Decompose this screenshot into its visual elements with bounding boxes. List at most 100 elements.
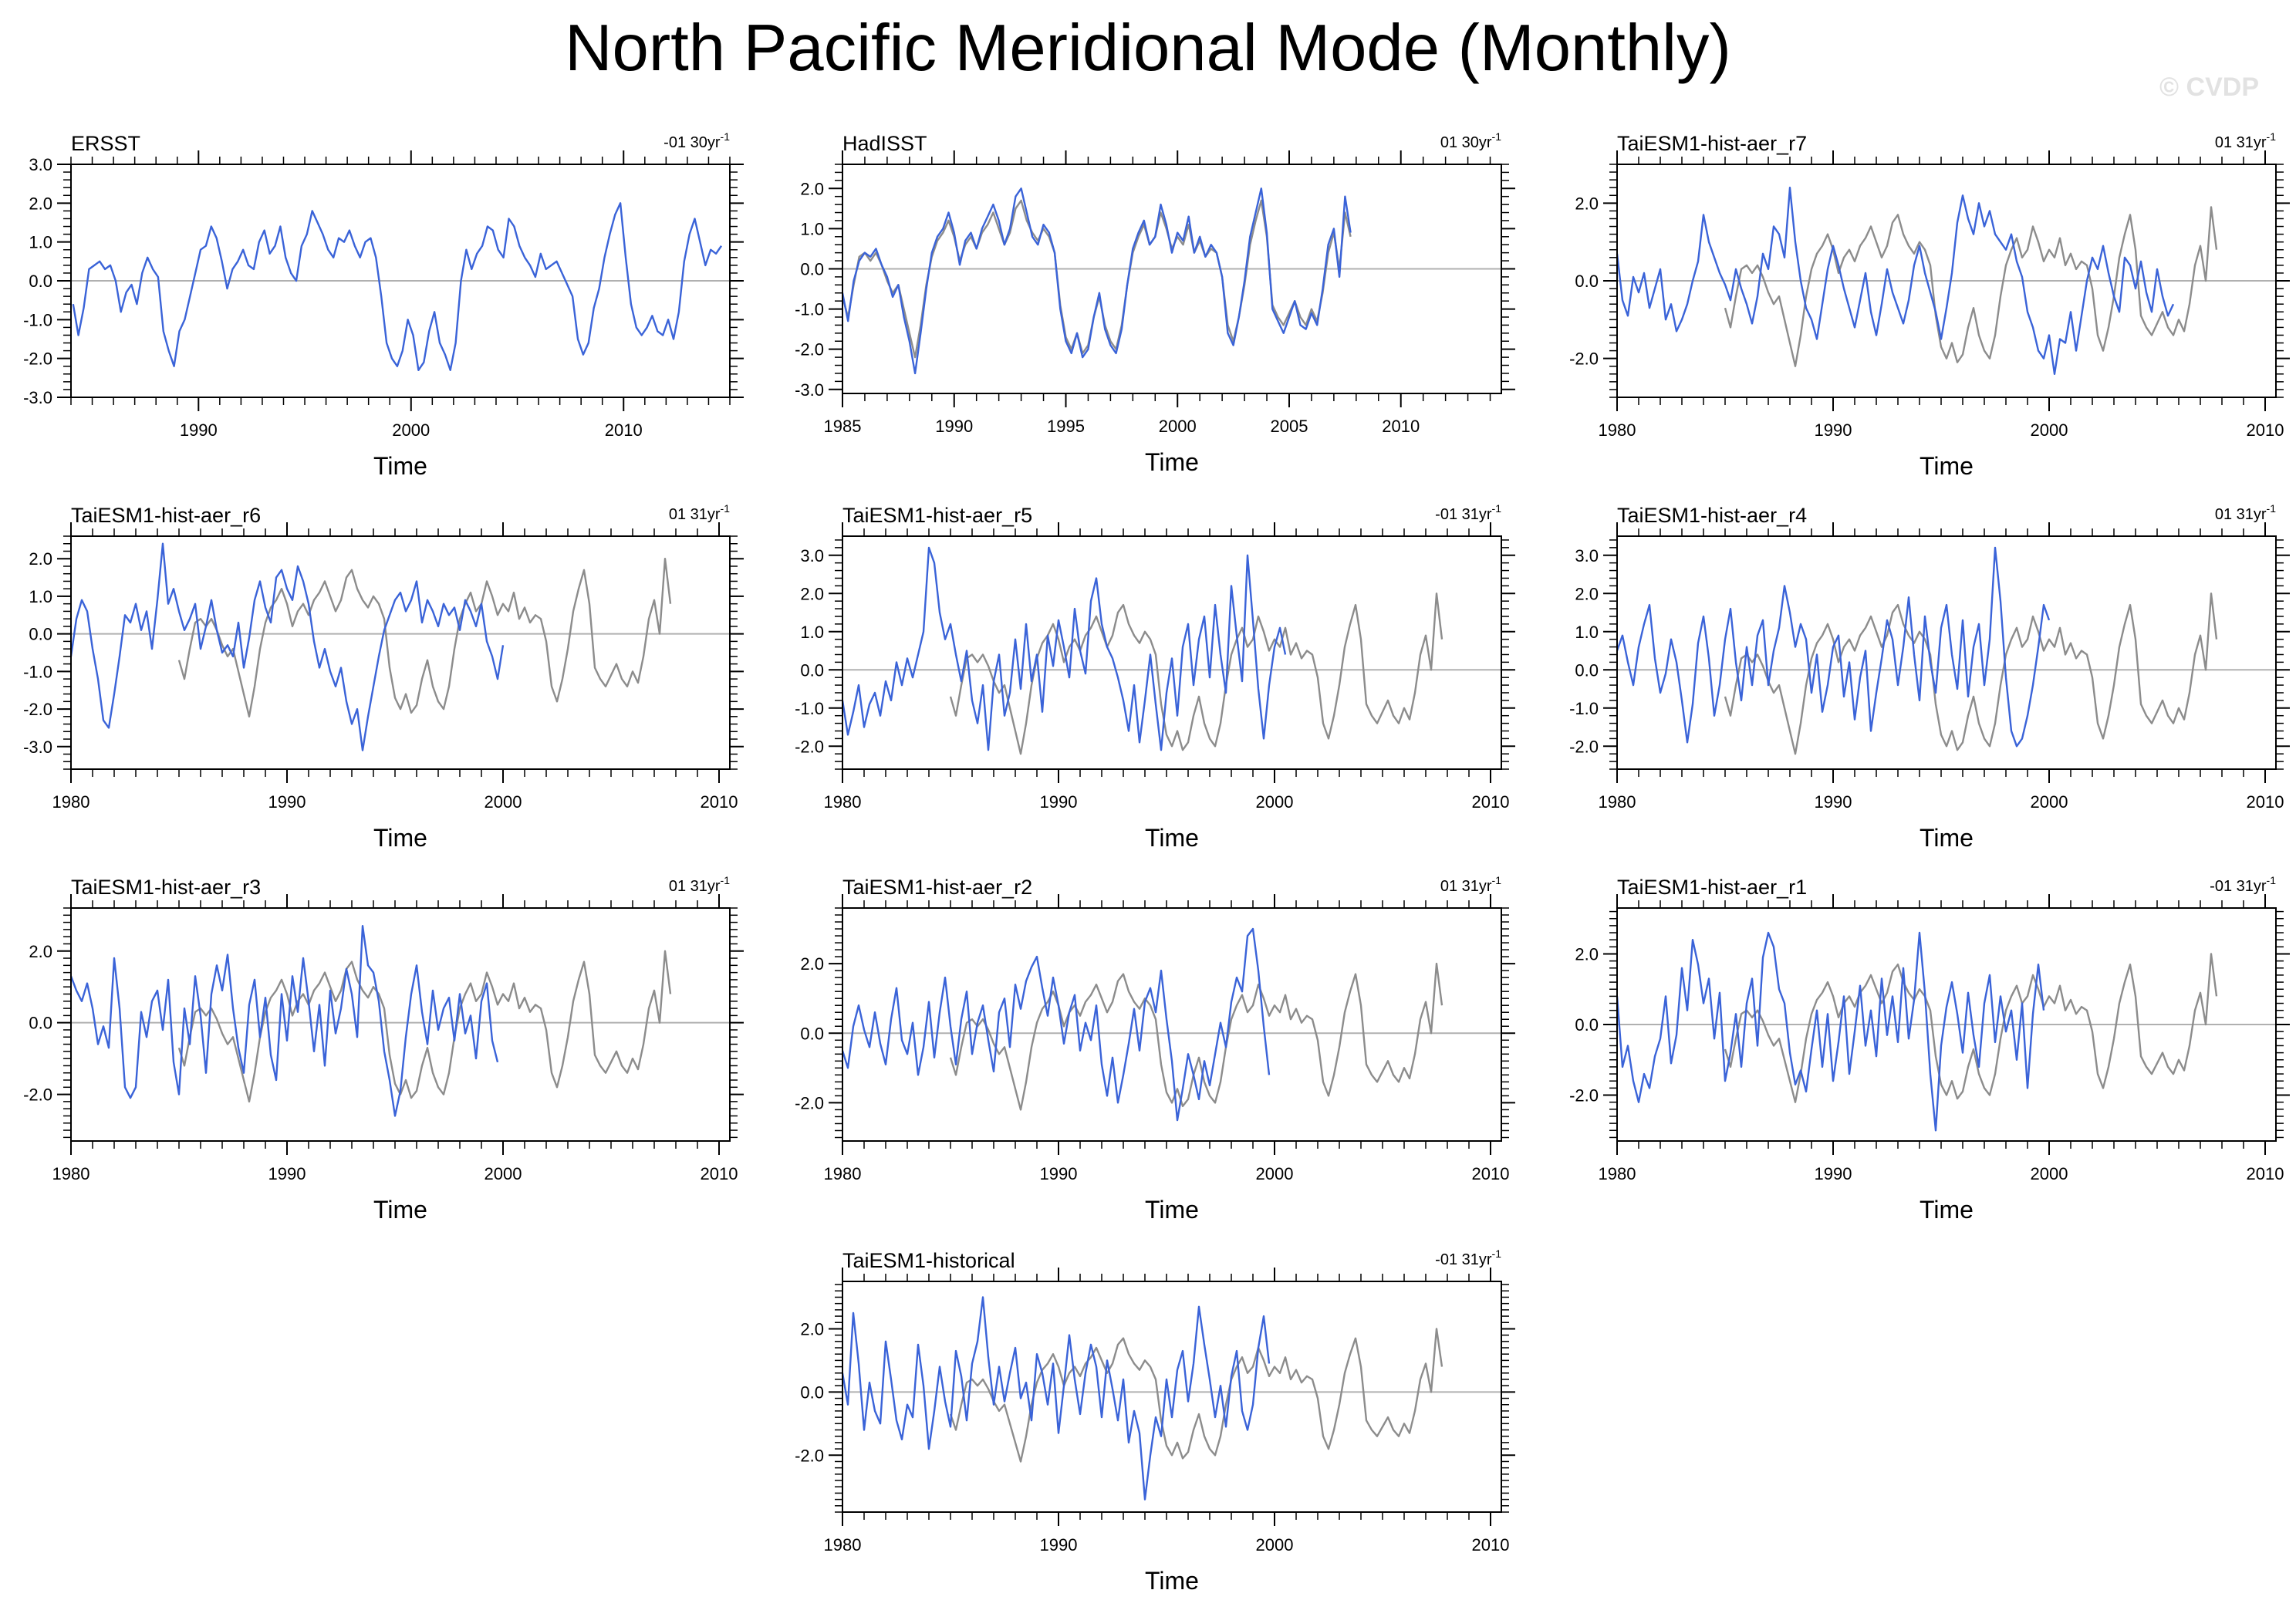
x-axis-label: Time	[373, 1196, 427, 1224]
y-tick-label: -1.0	[23, 310, 52, 329]
panel-taiesm1-hist-aer-r6: TaiESM1-hist-aer_r6 01 31yr-1 2.0 1.0 0.0 -1.…	[23, 502, 744, 852]
panel-title: TaiESM1-historical	[842, 1249, 1015, 1272]
y-tick-label: 0.0	[800, 259, 824, 279]
y-tick-label: -1.0	[1569, 699, 1599, 718]
x-tick-label: 2000	[1256, 792, 1294, 812]
y-tick-label: -2.0	[1569, 1086, 1599, 1106]
trend-label: -01 31yr-1	[2210, 874, 2276, 895]
plot-frame	[1616, 907, 2277, 1142]
y-tick-label: 2.0	[1575, 944, 1599, 964]
y-tick-label: 1.0	[29, 587, 52, 606]
y-tick-label: -2.0	[795, 1446, 824, 1465]
trend-exponent: -1	[1492, 502, 1502, 515]
series-line-ersst	[72, 202, 722, 371]
x-tick-label: 2000	[392, 420, 430, 440]
x-axis-label: Time	[1145, 448, 1199, 476]
series-line-model	[841, 927, 1271, 1122]
x-axis-label: Time	[1920, 452, 1974, 480]
x-tick-label: 1990	[1040, 1535, 1078, 1555]
trend-exponent: -1	[721, 130, 731, 143]
x-tick-label: 1985	[824, 417, 862, 436]
trend-label: -01 31yr-1	[1435, 502, 1501, 523]
y-tick-label: -3.0	[23, 388, 52, 407]
x-axis-label: Time	[373, 452, 427, 480]
y-tick-label: 2.0	[1575, 584, 1599, 603]
x-tick-label: 2000	[1256, 1164, 1294, 1183]
x-tick-label: 2010	[1472, 1164, 1510, 1183]
panel-title: TaiESM1-hist-aer_r6	[71, 504, 261, 527]
y-tick-label: 1.0	[1575, 623, 1599, 642]
series-line-observed	[1724, 953, 2218, 1103]
panel-title: TaiESM1-hist-aer_r2	[842, 876, 1032, 899]
panel-title: TaiESM1-hist-aer_r7	[1617, 132, 1807, 155]
x-tick-label: 2000	[2031, 792, 2068, 812]
y-tick-label: 0.0	[29, 272, 52, 291]
x-tick-label: 2010	[2247, 792, 2284, 812]
x-tick-label: 1990	[1815, 792, 1852, 812]
plot-frame	[70, 164, 731, 398]
y-tick-label: -2.0	[795, 737, 824, 756]
y-tick-label: -1.0	[795, 300, 824, 319]
x-tick-label: 1980	[824, 1164, 862, 1183]
plot-frame	[70, 907, 731, 1142]
panel-taiesm1-hist-aer-r2: TaiESM1-hist-aer_r2 01 31yr-1 2.0 0.0 -2.0 19…	[795, 874, 1515, 1224]
trend-label: 01 30yr-1	[1440, 130, 1501, 151]
series-line-observed	[949, 1328, 1443, 1463]
plot-frame	[1616, 164, 2277, 398]
panel-title: HadISST	[842, 132, 927, 155]
panel-taiesm1-hist-aer-r7: TaiESM1-hist-aer_r7 01 31yr-1 2.0 0.0 -2.0 19…	[1569, 130, 2290, 480]
y-tick-label: 3.0	[29, 155, 52, 174]
y-tick-label: -1.0	[795, 699, 824, 718]
x-tick-label: 1980	[1599, 1164, 1636, 1183]
y-tick-label: 1.0	[800, 219, 824, 238]
series-line-observed	[177, 558, 672, 717]
series-line-observed	[1724, 206, 2218, 367]
panel-title: TaiESM1-hist-aer_r4	[1617, 504, 1807, 527]
x-tick-label: 2000	[1159, 417, 1197, 436]
panel-taiesm1-hist-aer-r3: TaiESM1-hist-aer_r3 01 31yr-1 2.0 0.0 -2.0 19…	[23, 874, 744, 1224]
y-tick-label: 1.0	[29, 233, 52, 252]
x-tick-label: 1990	[1040, 1164, 1078, 1183]
figure-title: North Pacific Meridional Mode (Monthly)	[565, 12, 1731, 85]
trend-label: -01 31yr-1	[1435, 1247, 1501, 1268]
trend-exponent: -1	[2267, 874, 2277, 886]
y-tick-label: 0.0	[800, 1024, 824, 1043]
trend-label: 01 31yr-1	[2215, 502, 2276, 523]
x-tick-label: 1980	[1599, 420, 1636, 440]
trend-exponent: -1	[2267, 502, 2277, 515]
y-tick-label: 0.0	[29, 625, 52, 644]
trend-label: -01 30yr-1	[663, 130, 730, 151]
series-line-model	[841, 1296, 1271, 1501]
x-tick-label: 1980	[824, 792, 862, 812]
series-line-model	[1616, 186, 2175, 375]
trend-exponent: -1	[1492, 1247, 1502, 1260]
y-tick-label: 0.0	[29, 1014, 52, 1033]
panel-hadisst: HadISST 01 30yr-1 2.0 1.0 0.0 -1.0 -2.0 -3.0198…	[795, 130, 1515, 476]
x-axis-label: Time	[1920, 824, 1974, 852]
panel-taiesm1-hist-aer-r1: TaiESM1-hist-aer_r1 -01 31yr-1 2.0 0.0 -2.0 1…	[1569, 874, 2290, 1224]
x-axis-label: Time	[1145, 1196, 1199, 1224]
y-tick-label: -3.0	[795, 380, 824, 400]
panel-title: ERSST	[71, 132, 140, 155]
x-tick-label: 2010	[605, 420, 643, 440]
x-tick-label: 1995	[1047, 417, 1085, 436]
x-tick-label: 2005	[1271, 417, 1308, 436]
plot-frame	[842, 907, 1502, 1142]
x-tick-label: 2000	[1256, 1535, 1294, 1555]
y-tick-label: 2.0	[800, 954, 824, 974]
x-tick-label: 1990	[935, 417, 973, 436]
y-tick-label: 0.0	[800, 660, 824, 680]
x-tick-label: 2010	[2247, 1164, 2284, 1183]
series-line-model	[1616, 546, 2051, 748]
trend-exponent: -1	[1492, 874, 1502, 886]
y-tick-label: -1.0	[23, 662, 52, 681]
panel-taiesm1-hist-aer-r5: TaiESM1-hist-aer_r5 -01 31yr-1 3.0 2.0 1.0 0.…	[795, 502, 1515, 852]
plot-frame	[842, 535, 1502, 770]
x-tick-label: 1990	[268, 792, 306, 812]
series-line-model	[1616, 931, 2045, 1132]
y-tick-label: 2.0	[800, 584, 824, 603]
x-tick-label: 2000	[485, 792, 522, 812]
y-tick-label: 2.0	[800, 1319, 824, 1338]
x-tick-label: 1990	[268, 1164, 306, 1183]
series-line-model	[69, 924, 499, 1117]
